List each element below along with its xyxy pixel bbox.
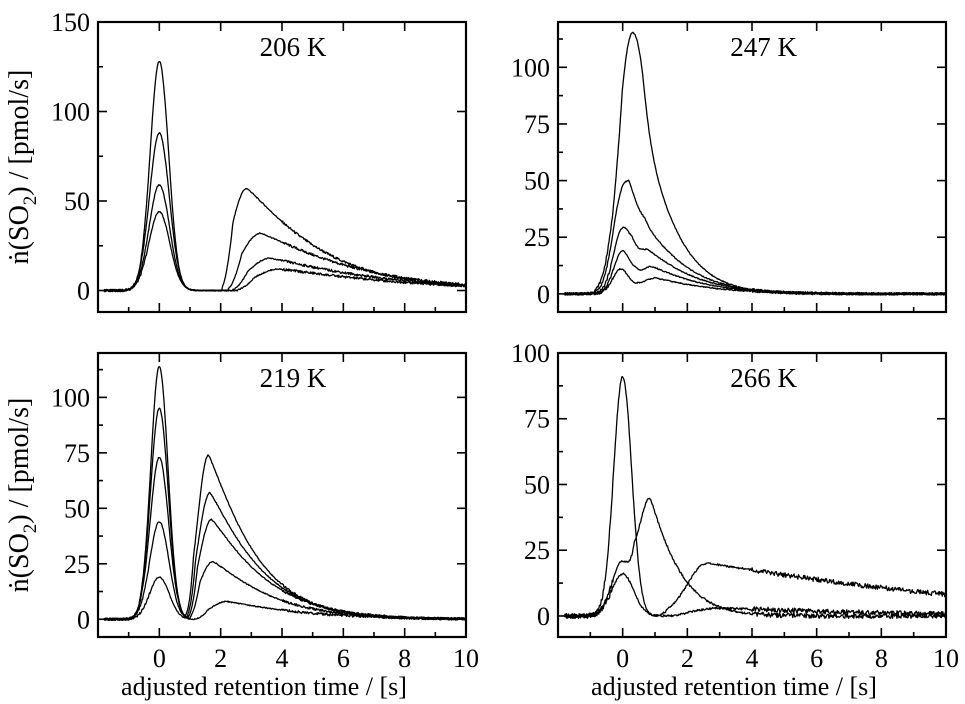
x-tick-label: 10	[453, 644, 479, 673]
series-line-1	[103, 131, 467, 293]
y-tick-label: 25	[524, 223, 550, 252]
x-tick-label: 6	[810, 644, 823, 673]
x-tick-label: 4	[276, 644, 289, 673]
series-line-0	[564, 375, 947, 619]
series-line-0	[103, 366, 467, 622]
panel-title: 247 K	[730, 32, 797, 62]
x-tick-label: 4	[746, 644, 759, 673]
x-tick-label: 0	[616, 644, 629, 673]
series-line-3	[103, 521, 467, 622]
series-line-1	[563, 497, 947, 619]
series-group	[103, 60, 467, 293]
chart-panel-1: 0 25 50 75 100 247 K	[511, 20, 948, 314]
panel-title: 206 K	[260, 32, 327, 62]
y-tick-label: 50	[524, 470, 550, 499]
x-tick-label: 6	[337, 644, 350, 673]
chart-panel-0: 0 50 100 150 206 K ṅ(SO2) / [pmol/s]	[4, 8, 468, 314]
y-tick-label: 150	[51, 8, 90, 37]
series-group	[563, 31, 947, 296]
series-group	[103, 366, 467, 622]
panel-title: 266 K	[730, 363, 797, 393]
series-line-4	[103, 576, 467, 621]
x-tick-label: 8	[875, 644, 888, 673]
series-line-2	[103, 184, 467, 293]
series-line-0	[103, 60, 467, 293]
chart-panel-2: 0 25 50 75 100 0 2 4 6 8 10 adjusted retention time…	[4, 351, 479, 701]
x-tick-label: 8	[398, 644, 411, 673]
plot-frame	[556, 351, 948, 639]
series-line-3	[103, 210, 467, 293]
y-tick-label: 0	[77, 277, 90, 306]
x-tick-label: 2	[214, 644, 227, 673]
series-line-3	[564, 249, 947, 296]
y-tick-label: 25	[524, 536, 550, 565]
y-tick-label: 0	[77, 605, 90, 634]
y-tick-label: 50	[524, 167, 550, 196]
y-tick-label: 100	[51, 383, 90, 412]
y-tick-label: 50	[64, 187, 90, 216]
y-tick-label: 0	[537, 602, 550, 631]
series-line-2	[563, 226, 947, 296]
series-line-2	[103, 456, 467, 621]
y-tick-label: 75	[64, 439, 90, 468]
panel-title: 219 K	[260, 363, 327, 393]
y-tick-label: 25	[64, 550, 90, 579]
series-line-1	[563, 179, 947, 296]
y-tick-label: 0	[537, 280, 550, 309]
y-tick-label: 100	[511, 339, 550, 368]
series-line-0	[564, 31, 947, 296]
series-line-2	[564, 562, 947, 619]
y-tick-label: 75	[524, 110, 550, 139]
series-group	[563, 375, 947, 619]
y-axis-label: ṅ(SO2) / [pmol/s]	[4, 70, 41, 265]
x-axis-label: adjusted retention time / [s]	[121, 672, 407, 701]
x-tick-label: 0	[153, 644, 166, 673]
x-axis-label: adjusted retention time / [s]	[591, 672, 877, 701]
x-tick-label: 10	[933, 644, 959, 673]
y-axis-label: ṅ(SO2) / [pmol/s]	[4, 398, 41, 593]
y-tick-label: 75	[524, 405, 550, 434]
chart-panel-3: 0 25 50 75 100 0 2 4 6 8 10 adjusted retention time…	[511, 339, 959, 701]
x-tick-label: 2	[681, 644, 694, 673]
y-tick-label: 50	[64, 494, 90, 523]
y-tick-label: 100	[51, 98, 90, 127]
series-line-4	[563, 268, 947, 296]
series-line-1	[103, 407, 467, 622]
y-tick-label: 100	[511, 53, 550, 82]
